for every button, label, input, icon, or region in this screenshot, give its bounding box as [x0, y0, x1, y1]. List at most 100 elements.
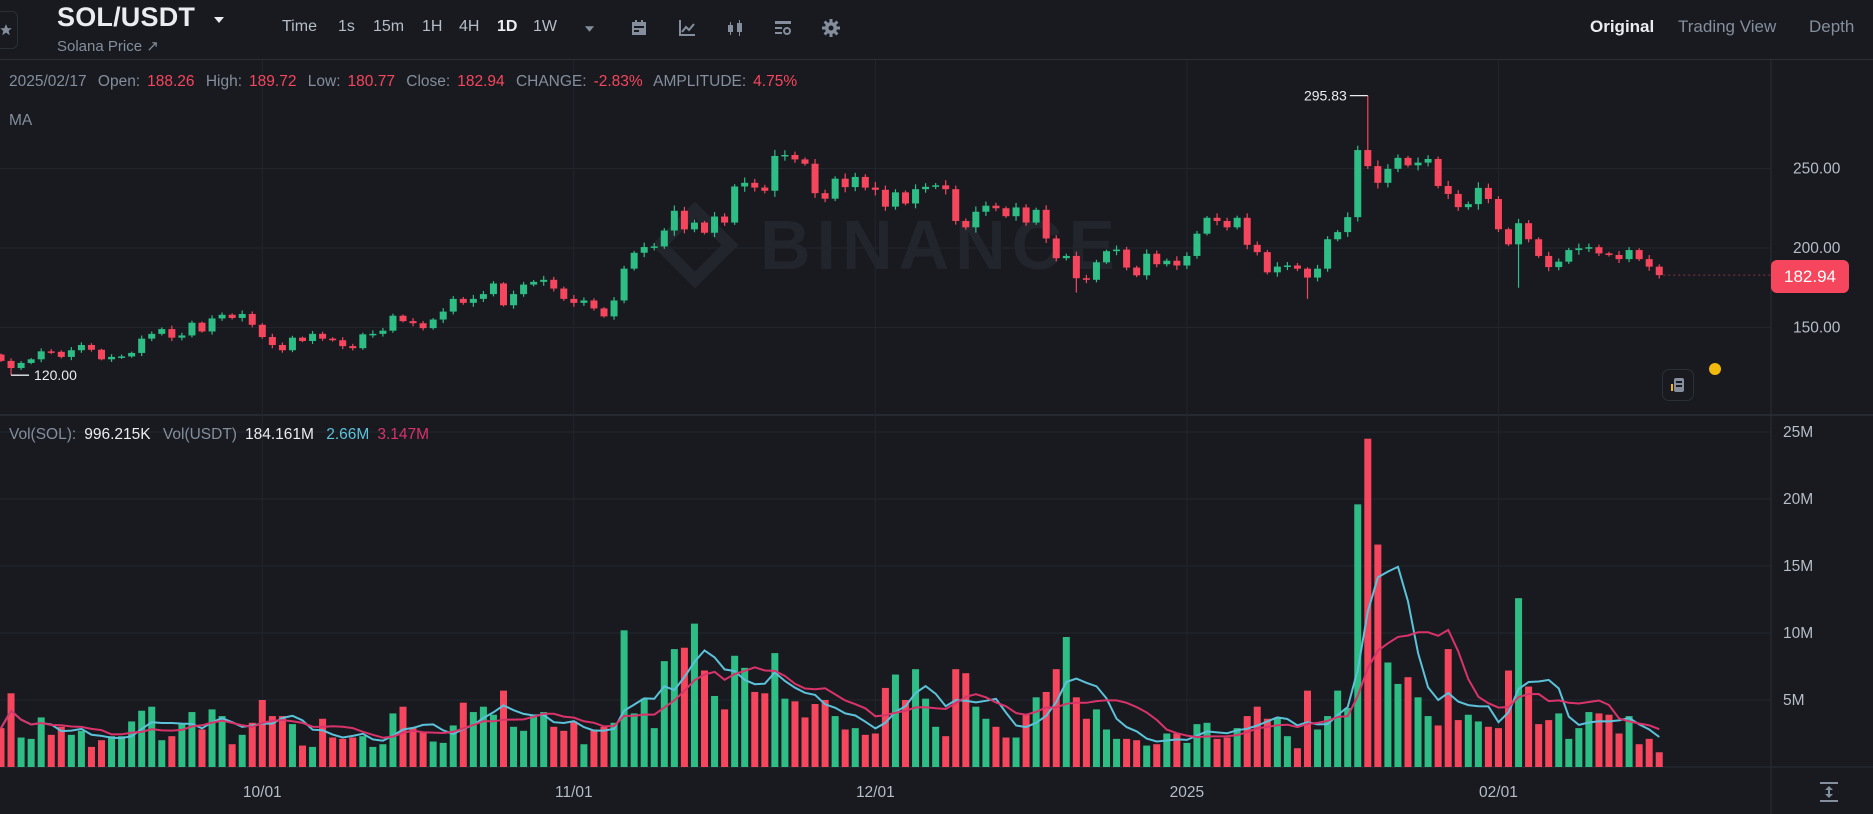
candle-body [309, 333, 317, 342]
chevron-down-icon[interactable] [213, 16, 225, 24]
candle-body [1052, 238, 1060, 259]
volume-bar [550, 726, 558, 767]
star-icon [0, 24, 12, 36]
candle-body [1384, 168, 1392, 183]
volume-bar [721, 709, 729, 767]
low-value: 180.77 [347, 73, 395, 90]
volume-bar [1213, 738, 1221, 767]
candle-body [1123, 249, 1131, 268]
volume-bar [1233, 728, 1241, 767]
volume-bar [0, 728, 5, 767]
vol-ma-long-value: 3.147M [377, 426, 430, 443]
candle-body [459, 298, 467, 303]
candle-body [1515, 223, 1523, 245]
volume-bar [138, 710, 146, 767]
tab-original[interactable]: Original [1590, 17, 1655, 36]
candle-body [670, 210, 678, 231]
tab-depth[interactable]: Depth [1809, 17, 1855, 36]
candle-body [620, 268, 628, 301]
volume-bar [1525, 686, 1533, 767]
ma-indicator-label[interactable]: MA [9, 112, 33, 129]
price-page-link[interactable]: Solana Price ↗ [57, 38, 159, 55]
candle-body [108, 356, 116, 360]
gear-icon[interactable] [821, 18, 841, 38]
candle-body [7, 360, 15, 369]
volume-bar [1535, 724, 1543, 767]
candle-body [339, 340, 347, 347]
volume-bar [1434, 725, 1442, 767]
fit-scale-icon[interactable] [1818, 780, 1840, 804]
volume-bar [1595, 713, 1603, 767]
candle-body [1243, 217, 1251, 245]
calendar-icon[interactable] [629, 18, 649, 38]
volume-bar [1072, 697, 1080, 767]
timeframe-1h[interactable]: 1H [422, 18, 443, 35]
volume-bar [1092, 709, 1100, 767]
price-tick-label: 150.00 [1793, 320, 1841, 337]
volume-tick-label: 15M [1783, 558, 1813, 575]
volume-bar [1113, 738, 1121, 767]
candle-body [1434, 158, 1442, 186]
timeframe-time[interactable]: Time [282, 18, 317, 35]
indicator-icon[interactable] [677, 18, 697, 38]
candle-body [178, 335, 186, 338]
candle-body [851, 176, 859, 188]
candle-body [419, 323, 427, 329]
candle-body [369, 333, 377, 336]
volume-bar [650, 728, 658, 767]
candle-body [811, 163, 819, 194]
volume-bar [178, 724, 186, 767]
tab-trading-view[interactable]: Trading View [1678, 17, 1777, 36]
candle-body [1615, 254, 1623, 260]
timeframe-1s[interactable]: 1s [338, 18, 355, 35]
volume-bar [1615, 733, 1623, 767]
candle-body [1525, 223, 1533, 240]
candle-body [912, 189, 920, 204]
volume-bar [268, 716, 276, 767]
price-tick-label: 250.00 [1793, 161, 1841, 178]
volume-bar [881, 687, 889, 767]
candle-body [1092, 262, 1100, 280]
amplitude-label: AMPLITUDE: [653, 73, 747, 90]
candle-style-icon[interactable] [725, 18, 745, 38]
chart-settings-icon[interactable] [773, 18, 793, 38]
vol-sol-value: 996.215K [84, 426, 151, 443]
candle-body [1293, 265, 1301, 269]
volume-bar [831, 716, 839, 767]
candle-body [1344, 217, 1352, 233]
volume-bar [349, 737, 357, 767]
candle-body [841, 178, 849, 188]
volume-bar [1545, 720, 1553, 767]
timeframe-1d[interactable]: 1D [497, 18, 518, 35]
low-label: Low: [307, 73, 341, 90]
candle-body [208, 318, 216, 332]
timeframe-4h[interactable]: 4H [459, 18, 480, 35]
candle-body [510, 294, 518, 306]
candle-body [1414, 162, 1422, 166]
timeframe-15m[interactable]: 15m [373, 18, 405, 35]
volume-bar [1243, 716, 1251, 767]
candle-body [1283, 265, 1291, 267]
candle-body [1394, 157, 1402, 169]
volume-bar [198, 729, 206, 767]
timeframe-1w[interactable]: 1W [533, 18, 557, 35]
volume-bar [399, 706, 407, 767]
volume-bar [339, 738, 347, 767]
candle-body [1595, 247, 1603, 254]
x-tick-label: 11/01 [555, 784, 593, 801]
news-button[interactable] [1662, 369, 1694, 401]
volume-bar [27, 738, 35, 767]
favorite-button[interactable] [0, 11, 18, 49]
candle-body [711, 216, 719, 233]
more-timeframes-chevron-icon[interactable] [584, 25, 595, 33]
candle-body [932, 185, 940, 187]
volume-bar [680, 647, 688, 767]
candle-body [37, 351, 45, 360]
candle-body [1304, 268, 1311, 278]
high-value: 189.72 [249, 73, 297, 90]
candle-body [268, 337, 276, 345]
pair-title[interactable]: SOL/USDT [57, 2, 196, 32]
volume-bar [258, 700, 266, 767]
candle-body [258, 324, 266, 338]
